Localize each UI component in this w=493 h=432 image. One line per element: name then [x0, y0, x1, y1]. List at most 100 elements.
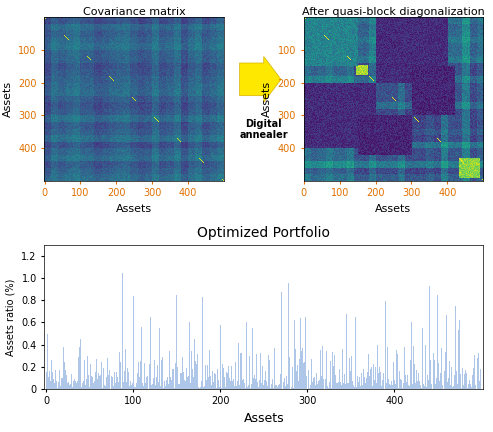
Bar	[101, 373, 102, 389]
Bar	[296, 371, 297, 389]
Bar	[295, 359, 296, 389]
Bar	[53, 379, 54, 389]
Bar	[424, 386, 425, 389]
Bar	[404, 346, 405, 389]
Bar	[315, 385, 316, 389]
Bar	[131, 385, 132, 389]
Bar	[62, 378, 63, 389]
Bar	[478, 353, 479, 389]
Bar	[181, 373, 182, 389]
Bar	[391, 381, 392, 389]
Bar	[196, 364, 197, 389]
Bar	[390, 385, 391, 389]
Bar	[90, 364, 91, 389]
Bar	[355, 387, 356, 389]
Bar	[417, 356, 418, 389]
Bar	[317, 384, 318, 389]
Bar	[471, 387, 472, 389]
Bar	[86, 379, 87, 389]
Bar	[164, 381, 165, 389]
Bar	[418, 374, 419, 389]
Bar	[441, 348, 442, 389]
Bar	[366, 378, 367, 389]
Bar	[285, 386, 286, 389]
Bar	[274, 348, 275, 389]
Bar	[336, 383, 337, 389]
Bar	[172, 368, 173, 389]
Bar	[303, 363, 304, 389]
Bar	[449, 361, 450, 389]
Bar	[231, 366, 232, 389]
Bar	[191, 351, 192, 389]
Bar	[313, 378, 314, 389]
Bar	[195, 361, 196, 389]
Bar	[127, 368, 128, 389]
Bar	[462, 368, 463, 389]
Bar	[226, 372, 227, 389]
Bar	[474, 356, 475, 389]
Text: Digital
annealer: Digital annealer	[240, 118, 288, 140]
Bar	[440, 373, 441, 389]
Bar	[375, 367, 376, 389]
Bar	[397, 354, 398, 389]
Bar	[219, 387, 220, 389]
Bar	[388, 384, 389, 389]
Title: Optimized Portfolio: Optimized Portfolio	[197, 226, 330, 240]
Bar	[374, 380, 375, 389]
Bar	[294, 320, 295, 389]
Bar	[109, 370, 110, 389]
Bar	[96, 359, 97, 389]
Bar	[192, 369, 193, 389]
Bar	[280, 375, 281, 389]
Bar	[277, 387, 278, 389]
Bar	[225, 387, 226, 389]
Bar	[251, 384, 252, 389]
Bar	[359, 377, 360, 389]
Bar	[103, 368, 104, 389]
Bar	[157, 365, 158, 389]
Bar	[169, 351, 170, 389]
Bar	[135, 387, 136, 389]
Bar	[470, 365, 471, 389]
Bar	[197, 354, 198, 389]
Bar	[433, 353, 434, 389]
Bar	[252, 328, 253, 389]
Bar	[151, 385, 152, 389]
Bar	[339, 368, 340, 389]
Bar	[321, 346, 322, 389]
Bar	[293, 388, 294, 389]
Bar	[216, 388, 217, 389]
Bar	[329, 382, 330, 389]
Bar	[473, 368, 474, 389]
Bar	[392, 385, 393, 389]
Bar	[284, 378, 285, 389]
Bar	[318, 381, 319, 389]
Bar	[311, 359, 312, 389]
Bar	[428, 381, 429, 389]
Bar	[334, 355, 335, 389]
Bar	[475, 385, 476, 389]
Y-axis label: Assets ratio (%): Assets ratio (%)	[6, 278, 16, 356]
Bar	[354, 387, 355, 389]
Bar	[430, 360, 431, 389]
Bar	[88, 375, 89, 389]
Bar	[335, 375, 336, 389]
Bar	[347, 383, 348, 389]
Bar	[299, 359, 300, 389]
Bar	[257, 382, 258, 389]
Bar	[412, 384, 413, 389]
Bar	[350, 364, 351, 389]
Bar	[218, 380, 219, 389]
Bar	[104, 385, 105, 389]
Bar	[188, 376, 189, 389]
Bar	[345, 384, 346, 389]
Bar	[304, 362, 305, 389]
Bar	[49, 371, 50, 389]
Bar	[76, 384, 77, 389]
Bar	[396, 383, 397, 389]
Bar	[171, 380, 172, 389]
Bar	[204, 386, 205, 389]
Bar	[168, 388, 169, 389]
Bar	[466, 372, 467, 389]
Bar	[233, 379, 234, 389]
